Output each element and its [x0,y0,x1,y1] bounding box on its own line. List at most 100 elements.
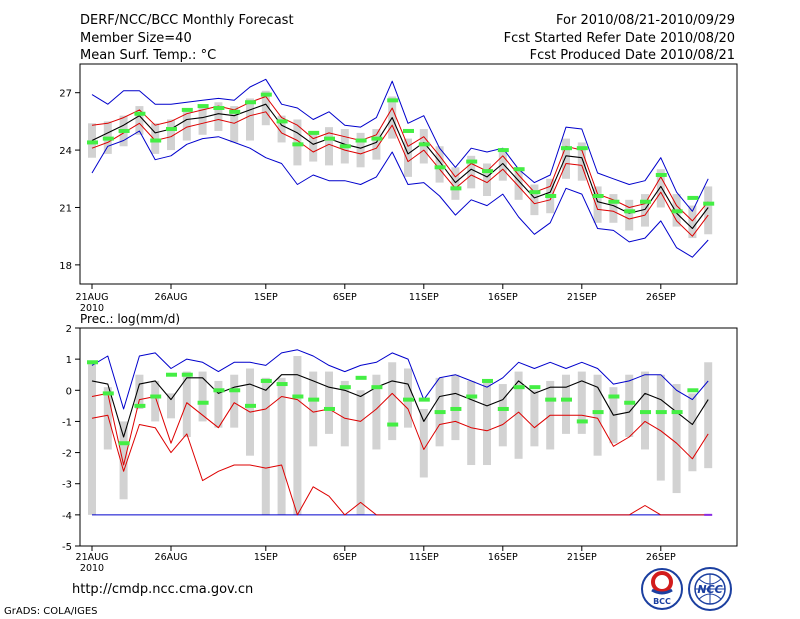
box-bar [372,129,381,160]
observed-marker [482,378,493,383]
box-bar [530,184,539,216]
member-size: Member Size=40 [80,31,192,46]
observed-marker [339,385,351,390]
box-bar [435,146,444,183]
x-tick-label: 26AUG [155,552,188,563]
box-bar [214,102,223,131]
x-tick-label: 1SEP [254,292,278,303]
observed-marker [355,138,367,143]
box-bar [641,194,649,227]
box-bar [451,167,460,200]
y-tick-label: -2 [62,449,72,460]
box-bar [498,150,507,181]
observed-marker [355,375,367,380]
box-bar [135,374,144,409]
series-upper-percentile [91,392,709,466]
observed-marker [181,372,193,377]
observed-marker [466,159,478,164]
plot-frame-0 [79,63,738,285]
observed-marker [197,104,209,109]
observed-marker [102,136,114,141]
observed-marker [497,148,509,153]
box-bar [246,98,254,141]
box-bar [309,132,318,162]
x-tick-label: 6SEP [333,552,357,563]
series-lower-percentile [91,414,709,516]
box-bar [593,186,602,223]
observed-marker [245,403,256,408]
box-bar [372,374,381,450]
forecast-period: For 2010/08/21-2010/09/29 [556,13,735,28]
series-upper-percentile [91,96,709,222]
observed-marker [655,172,667,177]
observed-marker [197,400,209,405]
observed-marker [166,372,177,377]
box-bar [577,142,586,181]
x-tick-label: 1SEP [254,552,278,563]
y-tick-label: 2 [66,324,72,335]
box-bar [230,106,239,143]
x-year-label: 2010 [80,303,104,314]
y-tick-label: 18 [59,261,72,272]
observed-marker [624,400,636,405]
observed-marker [466,394,478,399]
box-bar [309,371,318,447]
observed-marker [276,382,288,387]
y-tick-label: -5 [62,542,72,553]
observed-marker [292,394,304,399]
observed-marker [434,410,446,415]
grads-credit: GrADS: COLA/IGES [4,606,98,617]
box-bar [167,393,175,419]
box-bar [688,393,697,472]
observed-marker [703,201,715,206]
box-bar [293,356,302,515]
observed-marker [150,138,162,143]
source-url[interactable]: http://cmdp.ncc.cma.gov.cn [72,582,254,597]
observed-marker [339,144,351,149]
box-bar [467,380,476,466]
observed-marker [497,406,509,411]
observed-marker [292,142,304,147]
observed-marker [450,406,462,411]
observed-marker [450,186,462,191]
observed-marker [150,394,162,399]
box-bar [514,371,523,459]
y-tick-label: 21 [59,203,72,214]
observed-marker [655,410,667,415]
bcc-logo: BCC [641,568,683,610]
observed-marker [260,92,272,97]
x-tick-label: 16SEP [488,552,518,563]
series-envelope-min [91,130,709,258]
produced-date: Fcst Produced Date 2010/08/21 [529,48,735,63]
observed-marker [592,194,604,198]
series-ensemble-mean [91,374,709,438]
box-bar [388,362,397,441]
box-bar [625,374,634,437]
box-bar [119,421,128,500]
box-bar [704,186,713,235]
observed-marker [276,119,288,124]
observed-marker [687,195,699,200]
observed-marker [608,199,620,204]
box-bar [340,380,349,447]
bcc-logo-text: BCC [653,597,671,606]
observed-marker [118,441,130,446]
box-bar [625,199,634,231]
x-tick-label: 21AUG [76,552,109,563]
box-bar [656,374,665,481]
observed-marker [529,385,541,390]
observed-marker [608,394,620,399]
x-tick-label: 16SEP [488,292,518,303]
observed-marker [687,388,699,393]
y-tick-label: 27 [59,89,72,100]
box-bar [356,132,365,168]
observed-marker [87,360,98,365]
observed-marker [640,199,651,204]
observed-marker [640,410,651,415]
series-envelope-max [91,349,709,410]
box-bar [135,106,144,135]
box-bar [562,374,570,434]
y-tick-label: 0 [66,386,72,397]
box-bar [704,362,713,469]
y-tick-label: 24 [59,146,72,157]
